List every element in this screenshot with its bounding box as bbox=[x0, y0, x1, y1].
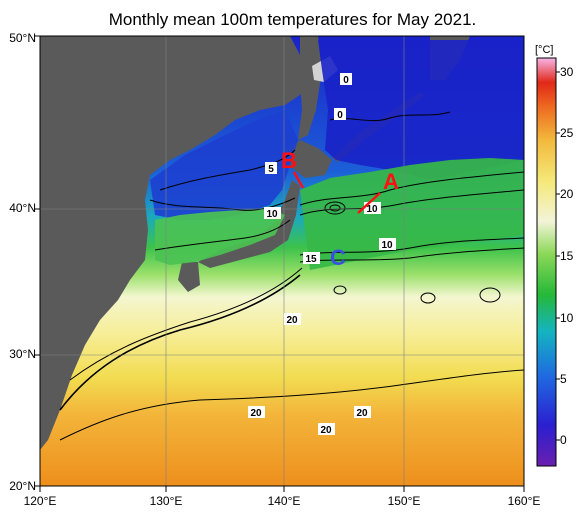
lon-label-150e: 150°E bbox=[387, 494, 421, 508]
contour-label-10a: 10 bbox=[266, 209, 278, 220]
colorbar-tick-25: 25 bbox=[560, 126, 574, 140]
contour-label-0a: 0 bbox=[343, 75, 349, 86]
honshu-land bbox=[198, 180, 300, 268]
marker-a-line bbox=[357, 192, 381, 214]
marker-a-label: A bbox=[383, 169, 399, 194]
subarctic-front-band bbox=[300, 158, 524, 270]
kyushu-land bbox=[178, 262, 200, 292]
colorbar-unit: [°C] bbox=[535, 44, 554, 56]
contour-label-20c: 20 bbox=[356, 408, 368, 419]
lon-label-140e: 140°E bbox=[267, 494, 301, 508]
marker-b-label: B bbox=[281, 148, 297, 173]
colorbar-ticks bbox=[556, 71, 560, 441]
contour-label-20d: 20 bbox=[320, 425, 332, 436]
lon-label-120e: 120°E bbox=[23, 494, 57, 508]
colorbar bbox=[536, 57, 557, 467]
marker-c-label: C bbox=[330, 245, 346, 270]
lon-label-160e: 160°E bbox=[507, 494, 541, 508]
contour-label-20b: 20 bbox=[250, 408, 262, 419]
contour-label-10c: 10 bbox=[381, 240, 393, 251]
colorbar-tick-0: 0 bbox=[560, 433, 567, 447]
japan-sea-warm-band bbox=[155, 208, 285, 265]
colorbar-tick-10: 10 bbox=[560, 311, 574, 325]
lat-label-30n: 30°N bbox=[9, 347, 36, 361]
contour-label-5: 5 bbox=[268, 164, 274, 175]
asia-continent-land bbox=[40, 36, 310, 450]
frame-ticks bbox=[34, 35, 525, 492]
lat-label-40n: 40°N bbox=[9, 201, 36, 215]
colorbar-tick-20: 20 bbox=[560, 187, 574, 201]
okhotsk-cold-water bbox=[318, 40, 524, 180]
graticule bbox=[40, 36, 524, 486]
japan-sea-cold-water bbox=[150, 110, 298, 220]
colorbar-tick-5: 5 bbox=[560, 372, 567, 386]
sakhalin-land bbox=[298, 36, 322, 140]
contour-label-15: 15 bbox=[305, 254, 317, 265]
map-title: Monthly mean 100m temperatures for May 2… bbox=[108, 10, 477, 29]
colorbar-tick-15: 15 bbox=[560, 249, 574, 263]
contour-label-20a: 20 bbox=[286, 315, 298, 326]
contour-lines bbox=[59, 111, 525, 441]
colorbar-tick-30: 30 bbox=[560, 65, 574, 79]
marker-b-line bbox=[292, 171, 305, 189]
map-frame bbox=[39, 35, 525, 487]
lon-label-130e: 130°E bbox=[149, 494, 183, 508]
hokkaido-land bbox=[285, 140, 332, 178]
contour-label-10b: 10 bbox=[366, 204, 378, 215]
lat-label-50n: 50°N bbox=[9, 31, 36, 45]
lat-label-20n: 20°N bbox=[9, 479, 36, 493]
contour-label-0b: 0 bbox=[337, 110, 343, 121]
